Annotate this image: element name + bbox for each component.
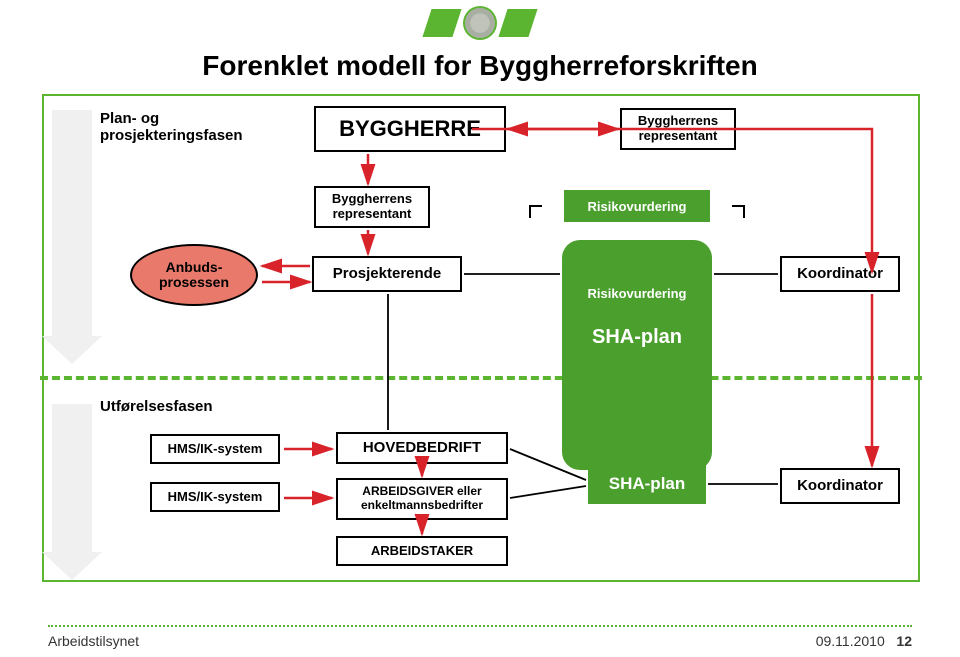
logo-shape [422, 9, 461, 37]
footer-right: 09.11.2010 12 [816, 633, 912, 649]
box-byggherrens-rep-top: Byggherrens representant [620, 108, 736, 150]
box-koordinator-1: Koordinator [780, 256, 900, 292]
box-koordinator-2: Koordinator [780, 468, 900, 504]
box-hms-1: HMS/IK-system [150, 434, 280, 464]
phase-label-execution: Utførelsesfasen [100, 398, 213, 415]
logo-shape [498, 9, 537, 37]
box-byggherre: BYGGHERRE [314, 106, 506, 152]
footer-divider [48, 625, 912, 627]
box-arbeidsgiver: ARBEIDSGIVER eller enkeltmannsbedrifter [336, 478, 508, 520]
box-prosjekterende: Prosjekterende [312, 256, 462, 292]
green-panel-risiko: Risikovurdering [562, 286, 712, 301]
box-arbeidstaker: ARBEIDSTAKER [336, 536, 508, 566]
box-hms-2: HMS/IK-system [150, 482, 280, 512]
footer-date: 09.11.2010 [816, 633, 885, 649]
box-sha-plan-2: SHA-plan [588, 464, 706, 504]
ellipse-anbud: Anbuds- prosessen [130, 244, 258, 306]
box-hovedbedrift: HOVEDBEDRIFT [336, 432, 508, 464]
footer-page: 12 [896, 633, 912, 649]
phase-label-planning: Plan- og prosjekteringsfasen [100, 110, 243, 144]
green-panel-sha: Risikovurdering SHA-plan [562, 240, 712, 470]
box-byggherrens-rep-mid: Byggherrens representant [314, 186, 430, 228]
box-risikovurdering: Risikovurdering [564, 190, 710, 222]
green-panel-sha-label: SHA-plan [562, 326, 712, 349]
logo-medallion [463, 6, 497, 40]
logo [427, 6, 533, 40]
phase-divider [40, 376, 922, 380]
phase-arrow-planning [52, 110, 92, 336]
phase-arrow-execution [52, 404, 92, 552]
page-title: Forenklet modell for Byggherreforskrifte… [0, 50, 960, 82]
footer-left: Arbeidstilsynet [48, 633, 139, 649]
